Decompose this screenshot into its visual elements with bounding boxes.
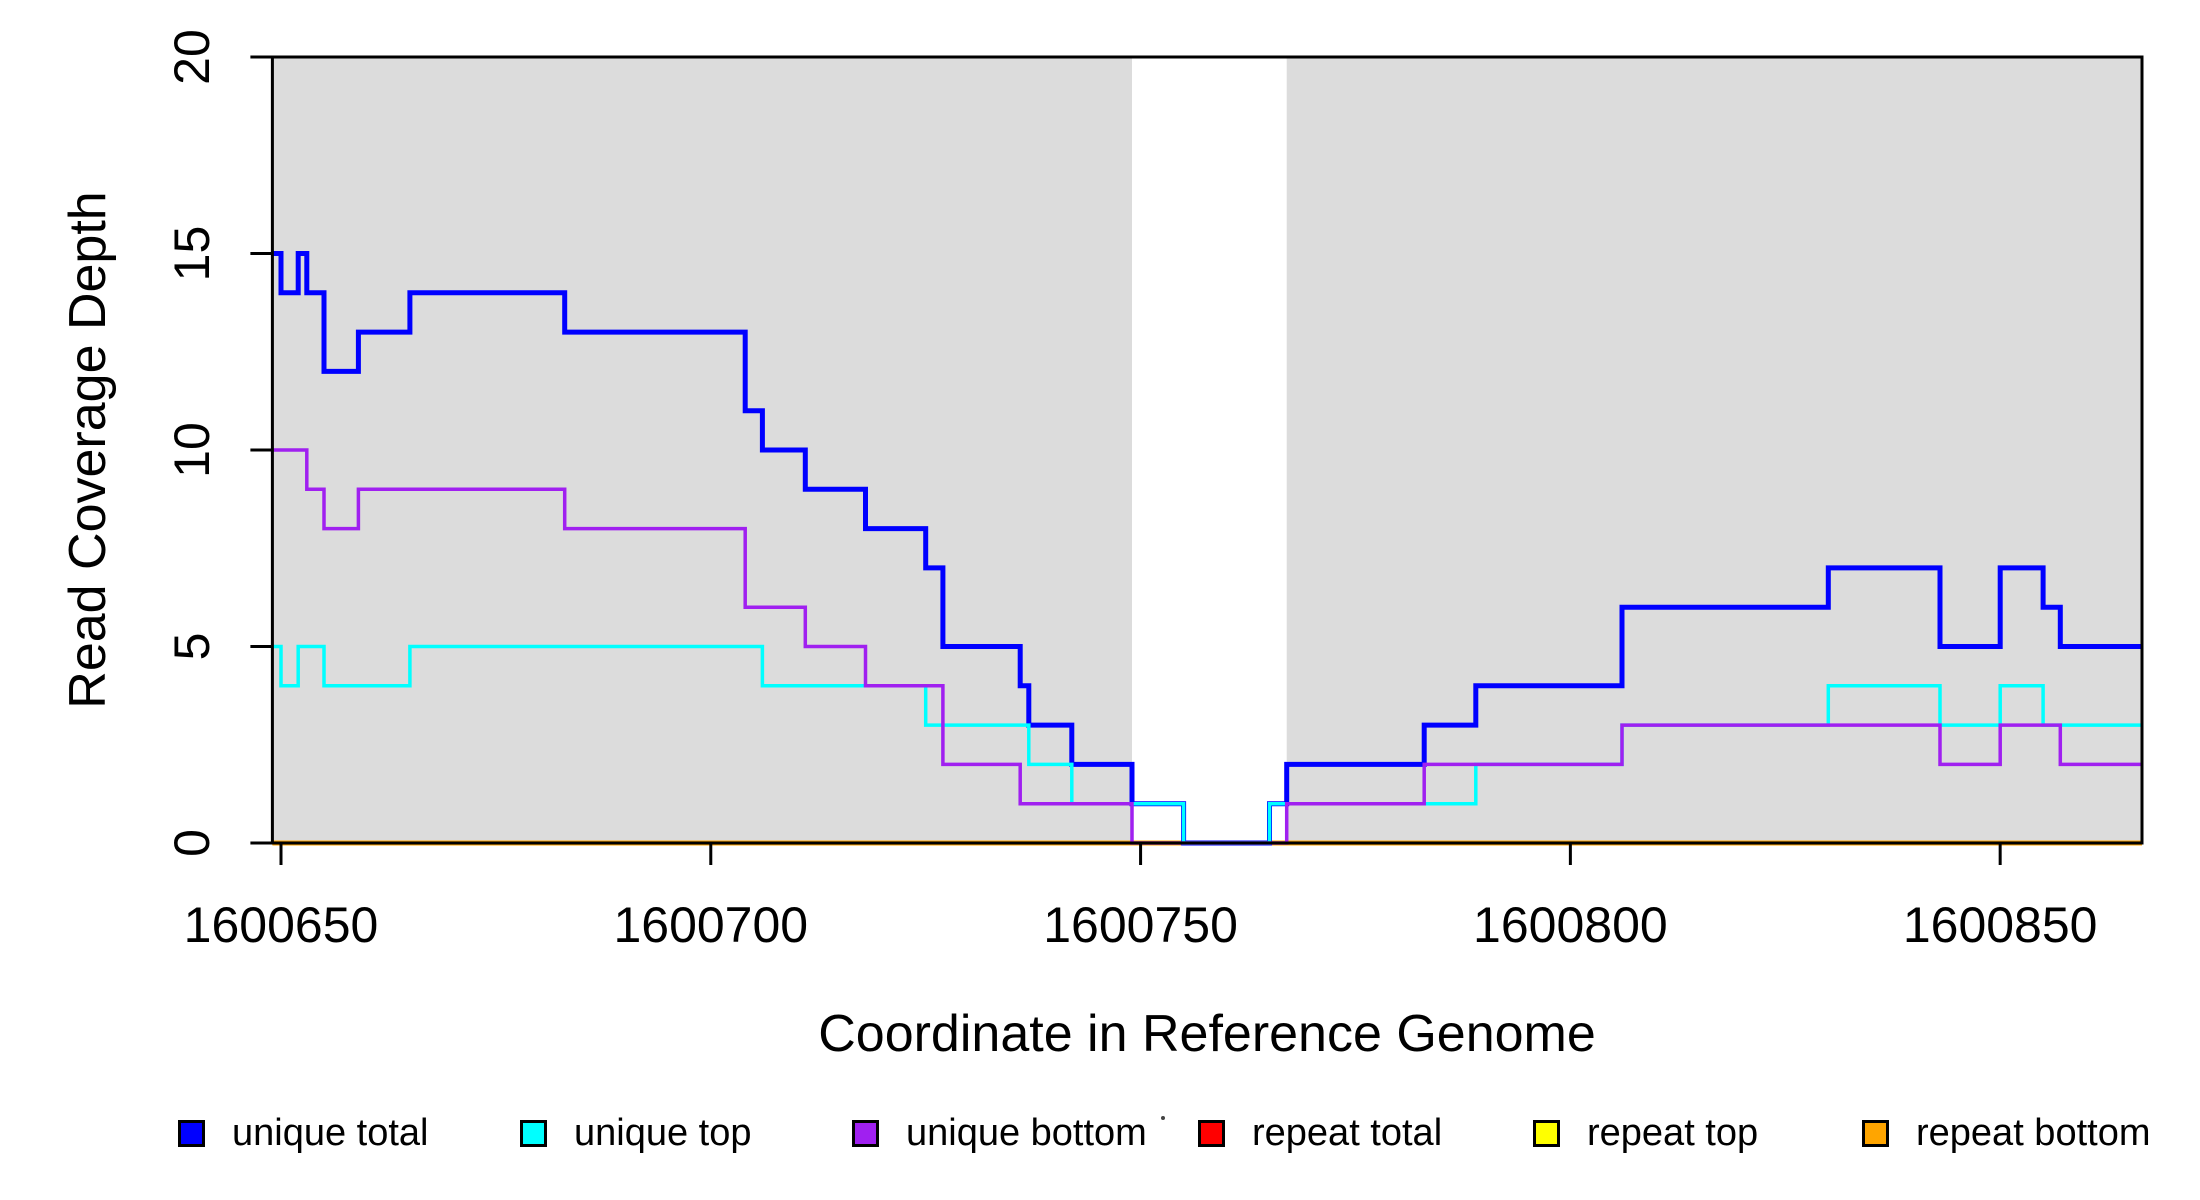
x-tick-label: 1600700 (613, 897, 808, 953)
y-tick-label: 15 (164, 226, 220, 282)
shaded-region (272, 57, 1132, 843)
x-tick-label: 1600800 (1473, 897, 1668, 953)
stray-dot (1161, 1116, 1165, 1120)
series-unique-total (272, 251, 2142, 846)
y-tick-label: 10 (164, 422, 220, 478)
y-axis-title: Read Coverage Depth (59, 191, 117, 709)
x-tick-label: 1600650 (184, 897, 379, 953)
y-tick-label: 5 (164, 633, 220, 661)
series-unique-bottom (272, 448, 2142, 845)
y-tick-label: 0 (164, 829, 220, 857)
x-tick-label: 1600850 (1903, 897, 2098, 953)
y-tick-label: 20 (164, 29, 220, 85)
x-axis-title: Coordinate in Reference Genome (818, 1005, 1596, 1063)
x-tick-label: 1600750 (1043, 897, 1238, 953)
